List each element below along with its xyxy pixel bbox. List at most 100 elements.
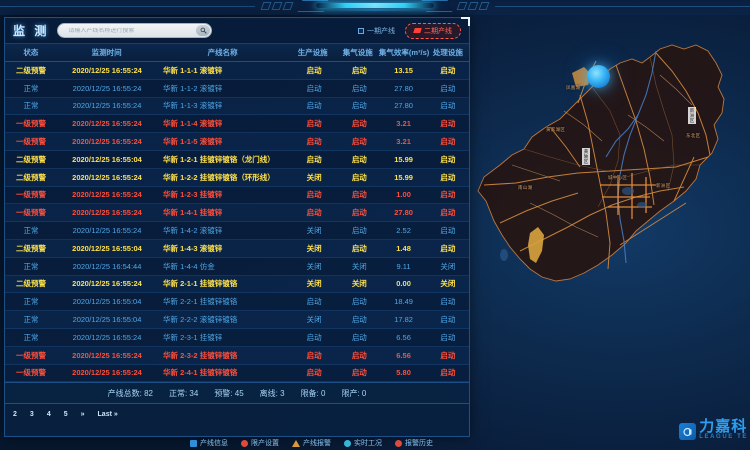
cell-time: 2020/12/25 16:55:04 bbox=[72, 243, 142, 253]
cell-line-name: 华新 1-4-1 挂镀锌 bbox=[163, 208, 223, 218]
cell-line-name: 华新 1-1-4 滚镀锌 bbox=[163, 119, 223, 129]
grid-icon bbox=[190, 439, 197, 447]
cell-line-name: 华新 2-4-1 挂镀锌镀铬 bbox=[163, 368, 238, 378]
cell-status: 正常 bbox=[23, 101, 39, 111]
table-row[interactable]: 一级预警 2020/12/25 16:55:24 华新 2-4-1 挂镀锌镀铬 启动 启… bbox=[5, 364, 469, 382]
last-page-button[interactable]: Last » bbox=[97, 410, 118, 418]
cell-gas-facility: 启动 bbox=[351, 368, 367, 378]
table-row[interactable]: 一级预警 2020/12/25 16:55:24 华新 1-4-1 挂镀锌 启动 启动 2… bbox=[5, 204, 469, 223]
bottom-nav-item[interactable]: 产线信息 bbox=[190, 438, 228, 448]
header-glow-underline bbox=[330, 9, 420, 11]
cell-status: 正常 bbox=[23, 261, 39, 271]
table-body[interactable]: 二级预警 2020/12/25 16:55:24 华新 1-1-1 滚镀锌 启动 启动 1… bbox=[5, 62, 469, 382]
cell-treatment-facility: 启动 bbox=[440, 208, 456, 218]
monitoring-panel: 监 测 一期产线 二期产线 bbox=[4, 17, 470, 437]
cell-production-facility: 关闭 bbox=[306, 261, 322, 271]
cell-gas-efficiency: 27.80 bbox=[394, 83, 413, 93]
table-row[interactable]: 二级预警 2020/12/25 16:55:24 华新 1-2-2 挂镀锌镀铬（环形… bbox=[5, 168, 469, 187]
cell-status: 二级预警 bbox=[15, 154, 46, 164]
cell-status: 一级预警 bbox=[15, 119, 46, 129]
cell-time: 2020/12/25 16:55:24 bbox=[72, 368, 142, 378]
table-row[interactable]: 正常 2020/12/25 16:55:04 华新 2-2-1 挂镀锌镀铬 启动 启动 1… bbox=[5, 293, 469, 312]
cell-production-facility: 关闭 bbox=[306, 172, 322, 182]
cell-time: 2020/12/25 16:55:24 bbox=[72, 137, 142, 147]
panel-toolbar: 监 测 一期产线 二期产线 bbox=[5, 18, 469, 44]
cell-status: 一级预警 bbox=[15, 190, 46, 200]
cell-gas-facility: 启动 bbox=[351, 350, 367, 360]
table-row[interactable]: 二级预警 2020/12/25 16:55:24 华新 2-1-1 挂镀锌镀铬 关闭 关… bbox=[5, 275, 469, 294]
cell-gas-efficiency: 6.56 bbox=[396, 332, 411, 342]
bottom-nav-item[interactable]: 产线报警 bbox=[292, 438, 331, 448]
cell-time: 2020/12/25 16:55:24 bbox=[72, 226, 142, 236]
column-header-treatment-facility: 处理设施 bbox=[432, 48, 463, 57]
cell-gas-efficiency: 2.52 bbox=[396, 226, 411, 236]
table-row[interactable]: 正常 2020/12/25 16:55:04 华新 2-2-2 滚镀锌镀铬 关闭 启动 1… bbox=[5, 311, 469, 329]
page-number-2[interactable]: 2 bbox=[13, 410, 17, 418]
chevron-icon bbox=[260, 2, 272, 10]
map-label: 黄家湖区 bbox=[546, 127, 566, 132]
cell-gas-efficiency: 27.80 bbox=[394, 101, 413, 111]
cell-gas-facility: 启动 bbox=[351, 172, 367, 182]
table-row[interactable]: 一级预警 2020/12/25 16:55:24 华新 1-2-3 挂镀锌 启动 启动 1… bbox=[5, 186, 469, 205]
search-input[interactable] bbox=[68, 27, 194, 34]
cell-line-name: 华新 2-3-1 挂镀锌 bbox=[163, 332, 223, 342]
cell-line-name: 华新 1-2-3 挂镀锌 bbox=[163, 190, 223, 200]
cell-gas-facility: 启动 bbox=[351, 297, 367, 307]
cell-status: 一级预警 bbox=[15, 368, 46, 378]
table-row[interactable]: 正常 2020/12/25 16:55:24 华新 1-1-3 滚镀锌 启动 启动 27.… bbox=[5, 97, 469, 116]
search-button[interactable] bbox=[196, 25, 211, 36]
column-header-line-name: 产线名称 bbox=[207, 48, 238, 57]
pagination[interactable]: 2 3 4 5 » Last » bbox=[5, 404, 469, 424]
cell-gas-efficiency: 1.00 bbox=[396, 190, 411, 200]
bottom-navigation[interactable]: 产线信息 限产设置 产线报警 实时工况 报警历史 bbox=[190, 438, 433, 448]
table-row[interactable]: 正常 2020/12/25 16:55:24 华新 1-4-2 滚镀锌 关闭 启动 2.5… bbox=[5, 222, 469, 240]
cell-line-name: 华新 1-1-2 滚镀锌 bbox=[163, 83, 223, 93]
table-row[interactable]: 一级预警 2020/12/25 16:55:24 华新 1-1-4 滚镀锌 启动 启动 3… bbox=[5, 115, 469, 134]
company-logo: 力嘉科 LEAGUE TE bbox=[679, 419, 748, 440]
cell-treatment-facility: 启动 bbox=[440, 243, 456, 253]
next-page-button[interactable]: » bbox=[80, 410, 85, 418]
monitor-marker-icon[interactable] bbox=[587, 65, 610, 88]
cell-status: 二级预警 bbox=[15, 243, 46, 253]
phase-two-button[interactable]: 二期产线 bbox=[405, 22, 461, 39]
bottom-nav-item[interactable]: 报警历史 bbox=[395, 438, 433, 448]
cell-gas-efficiency: 3.21 bbox=[396, 137, 411, 147]
table-row[interactable]: 一级预警 2020/12/25 16:55:24 华新 2-3-2 挂镀锌镀铬 启动 启… bbox=[5, 346, 469, 365]
table-row[interactable]: 二级预警 2020/12/25 16:55:04 华新 1-2-1 挂镀锌镀铬（龙门… bbox=[5, 150, 469, 169]
page-number-4[interactable]: 4 bbox=[46, 410, 51, 418]
checkbox-icon[interactable] bbox=[358, 27, 364, 34]
stat-item: 预警: 45 bbox=[214, 388, 244, 398]
region-map[interactable]: 凤凰湖 黄家湖区 城中心区 东北区 南山湖 新洲区 黄陂区 新洲区 bbox=[460, 15, 750, 450]
page-number-3[interactable]: 3 bbox=[29, 410, 34, 418]
bottom-nav-item[interactable]: 实时工况 bbox=[344, 438, 382, 448]
cell-time: 2020/12/25 16:55:24 bbox=[72, 119, 142, 129]
table-row[interactable]: 正常 2020/12/25 16:54:44 华新 1-4-4 仿金 关闭 关闭 9.11… bbox=[5, 257, 469, 276]
cell-status: 二级预警 bbox=[15, 279, 46, 289]
table-row[interactable]: 正常 2020/12/25 16:55:24 华新 1-1-2 滚镀锌 启动 启动 27.… bbox=[5, 79, 469, 98]
bottom-nav-item[interactable]: 限产设置 bbox=[241, 438, 279, 448]
table-row[interactable]: 一级预警 2020/12/25 16:55:24 华新 1-1-5 滚镀锌 启动 启动 3… bbox=[5, 133, 469, 151]
table-row[interactable]: 二级预警 2020/12/25 16:55:04 华新 1-4-3 滚镀锌 关闭 启动 1… bbox=[5, 239, 469, 258]
search-box[interactable] bbox=[57, 23, 213, 38]
cell-time: 2020/12/25 16:55:04 bbox=[72, 154, 142, 164]
phase-one-checkbox[interactable]: 一期产线 bbox=[358, 26, 395, 36]
cell-treatment-facility: 启动 bbox=[440, 297, 456, 307]
cell-gas-efficiency: 5.80 bbox=[396, 368, 411, 378]
cell-time: 2020/12/25 16:55:24 bbox=[72, 190, 142, 200]
cell-gas-facility: 启动 bbox=[351, 119, 367, 129]
cell-gas-facility: 启动 bbox=[351, 208, 367, 218]
table-row[interactable]: 二级预警 2020/12/25 16:55:24 华新 1-1-1 滚镀锌 启动 启动 1… bbox=[5, 62, 469, 80]
cell-production-facility: 启动 bbox=[306, 368, 322, 378]
cell-line-name: 华新 1-2-1 挂镀锌镀铬（龙门线） bbox=[163, 154, 275, 164]
cell-treatment-facility: 启动 bbox=[440, 83, 456, 93]
cell-gas-efficiency: 3.21 bbox=[396, 119, 411, 129]
table-row[interactable]: 正常 2020/12/25 16:55:24 华新 2-3-1 挂镀锌 启动 启动 6.5… bbox=[5, 328, 469, 347]
cell-line-name: 华新 1-1-1 滚镀锌 bbox=[163, 65, 223, 75]
cell-time: 2020/12/25 16:55:24 bbox=[72, 332, 142, 342]
cell-time: 2020/12/25 16:55:24 bbox=[72, 101, 142, 111]
page-number-5[interactable]: 5 bbox=[63, 410, 68, 418]
cell-gas-efficiency: 27.80 bbox=[394, 208, 413, 218]
cell-production-facility: 关闭 bbox=[306, 226, 322, 236]
column-header-gas-efficiency: 集气效率(m³/s) bbox=[378, 48, 430, 57]
table-header: 状态 监测时间 产线名称 生产设施 集气设施 集气效率(m³/s) 处理设施 bbox=[5, 44, 469, 62]
